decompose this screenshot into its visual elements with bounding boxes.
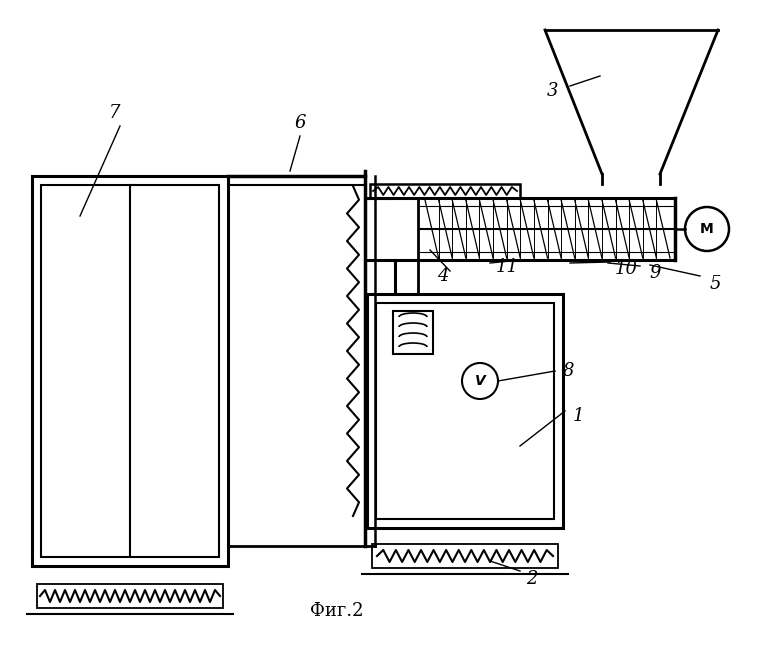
Text: 4: 4 [438,267,448,285]
Text: 6: 6 [294,114,306,132]
Text: 2: 2 [526,570,537,588]
Text: 1: 1 [573,407,583,425]
Text: 9: 9 [649,264,661,282]
Bar [376,303,554,519]
Bar [393,311,433,354]
Bar [370,184,520,198]
Bar [32,176,228,566]
Bar [37,584,223,608]
Text: 10: 10 [615,260,637,278]
Bar [367,294,563,528]
Text: V: V [474,374,485,388]
Text: 3: 3 [548,82,558,100]
Bar [41,185,219,557]
Bar [372,544,558,568]
Text: 7: 7 [109,104,121,122]
Text: 5: 5 [709,275,721,293]
Text: М: М [700,222,714,236]
Text: 8: 8 [562,362,574,380]
Text: Фиг.2: Фиг.2 [310,602,363,620]
Text: 11: 11 [495,258,519,276]
